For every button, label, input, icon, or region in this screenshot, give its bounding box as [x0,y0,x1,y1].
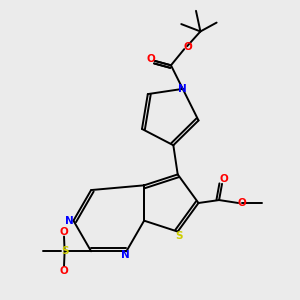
Text: N: N [65,216,74,226]
Text: O: O [219,174,228,184]
Text: O: O [184,42,193,52]
Text: S: S [176,231,183,241]
Text: N: N [121,250,129,260]
Text: O: O [238,198,247,208]
Text: O: O [60,266,68,276]
Text: O: O [60,226,68,236]
Text: N: N [178,84,187,94]
Text: S: S [61,246,68,256]
Text: O: O [146,54,155,64]
